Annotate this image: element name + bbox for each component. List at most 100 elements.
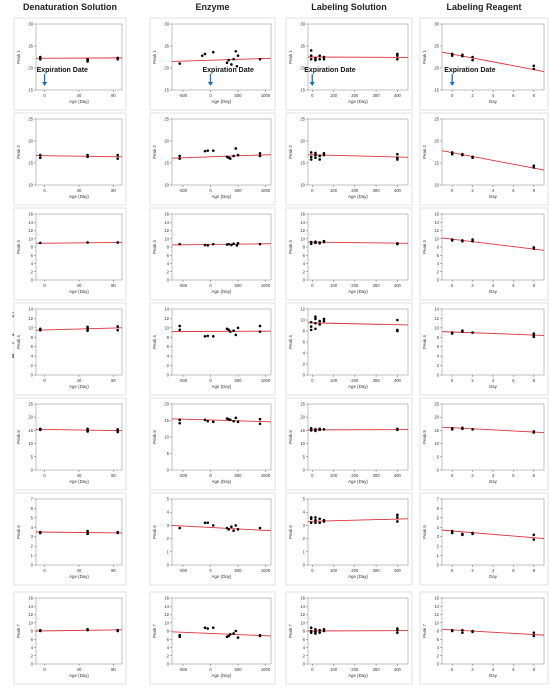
y-tick-label: 15 bbox=[434, 428, 439, 433]
data-point bbox=[258, 526, 262, 530]
subplot-peak-3-col4: 0 2 4 6 8 10 12 14 16 0 2 4 6 8 Day Peak 3 bbox=[419, 207, 549, 301]
data-point bbox=[225, 61, 229, 65]
data-point bbox=[258, 417, 262, 421]
y-tick-label: 5 bbox=[31, 515, 34, 520]
y-tick-label: 25 bbox=[434, 117, 439, 122]
x-tick-label: 40 bbox=[77, 568, 82, 573]
y-tick-label: 25 bbox=[300, 44, 305, 49]
subplot-peak-4-col4: 0 2 4 6 8 10 12 14 0 2 4 6 8 Day Peak 4 bbox=[419, 302, 549, 396]
x-tick-label: 2 bbox=[471, 667, 474, 672]
y-tick-label: 14 bbox=[300, 604, 305, 609]
y-tick-label: 15 bbox=[164, 161, 169, 166]
data-point bbox=[314, 628, 317, 631]
y-tick-label: 6 bbox=[303, 253, 306, 258]
subplot-peak-7-col3: 0 2 4 6 8 10 12 14 16 0 100 200 300 400 Age (Day) Peak … bbox=[285, 591, 413, 685]
y-tick-label: 8 bbox=[437, 245, 440, 250]
x-tick-label: 4 bbox=[492, 473, 495, 478]
data-point bbox=[461, 533, 464, 537]
data-point bbox=[211, 524, 215, 527]
x-tick-label: 0 bbox=[43, 378, 46, 383]
data-point bbox=[471, 58, 474, 62]
data-point bbox=[236, 326, 240, 330]
data-point bbox=[206, 334, 210, 338]
data-point bbox=[532, 631, 536, 634]
data-point bbox=[318, 517, 322, 521]
y-tick-label: 4 bbox=[167, 261, 170, 266]
y-tick-label: 1 bbox=[303, 549, 306, 554]
y-tick-label: 6 bbox=[31, 253, 34, 258]
x-tick-label: -500 bbox=[179, 93, 188, 98]
data-point bbox=[178, 242, 181, 246]
x-tick-label: 1000 bbox=[261, 283, 271, 288]
y-axis-label: Peak 7 bbox=[422, 624, 427, 638]
x-tick-label: 500 bbox=[235, 378, 243, 383]
y-tick-label: 12 bbox=[28, 228, 33, 233]
y-tick-label: 0 bbox=[31, 563, 34, 568]
data-point bbox=[116, 325, 119, 328]
trend-line bbox=[441, 51, 545, 72]
x-tick-label: 2 bbox=[471, 568, 474, 573]
data-point bbox=[211, 149, 215, 152]
y-tick-label: 12 bbox=[28, 612, 33, 617]
x-tick-label: 100 bbox=[330, 188, 338, 193]
data-point bbox=[532, 634, 536, 638]
data-point bbox=[236, 153, 240, 157]
x-tick-label: 0 bbox=[43, 473, 46, 478]
x-tick-label: 0 bbox=[209, 473, 212, 478]
x-tick-label: 400 bbox=[394, 568, 402, 573]
x-tick-label: 80 bbox=[111, 667, 116, 672]
expiration-arrow-head bbox=[207, 82, 214, 86]
y-tick-label: 0 bbox=[437, 373, 440, 378]
y-axis-label: Peak 6 bbox=[152, 525, 157, 539]
x-tick-label: 8 bbox=[533, 378, 536, 383]
y-tick-label: 0 bbox=[303, 373, 306, 378]
data-point bbox=[322, 57, 326, 61]
plot-area bbox=[35, 23, 123, 91]
trend-line bbox=[307, 322, 409, 326]
trend-line bbox=[35, 155, 123, 158]
data-point bbox=[532, 332, 536, 335]
y-tick-label: 6 bbox=[31, 637, 34, 642]
data-point bbox=[178, 418, 181, 422]
data-point bbox=[178, 526, 181, 530]
data-point bbox=[314, 516, 317, 519]
data-point bbox=[318, 241, 322, 245]
x-tick-label: 300 bbox=[373, 283, 381, 288]
trend-line bbox=[35, 629, 123, 632]
x-axis-label: Age (Day) bbox=[348, 289, 368, 294]
y-tick-label: 16 bbox=[434, 596, 439, 601]
data-point bbox=[39, 629, 42, 633]
y-tick-label: 25 bbox=[300, 402, 305, 407]
y-axis-label: Peak 1 bbox=[288, 50, 293, 64]
plot-area bbox=[307, 403, 409, 471]
x-tick-label: 200 bbox=[351, 667, 359, 672]
subplot-peak-4-col2: 0 2 4 6 8 10 12 14 -500 0 500 1000 Age (Day) Peak 4 bbox=[149, 302, 276, 396]
y-tick-label: 6 bbox=[303, 637, 306, 642]
data-point bbox=[86, 329, 89, 332]
y-tick-label: 14 bbox=[28, 604, 33, 609]
y-tick-label: 4 bbox=[31, 525, 34, 530]
y-tick-label: 5 bbox=[167, 451, 170, 456]
trend-line bbox=[171, 57, 272, 62]
x-tick-label: 500 bbox=[235, 188, 243, 193]
data-point bbox=[211, 420, 215, 424]
data-point bbox=[39, 156, 42, 160]
subplot-peak-5-col2: 0 5 10 15 20 -500 0 500 1000 Age (Day) Peak 5 bbox=[149, 397, 276, 491]
x-axis-label: Age (Day) bbox=[212, 574, 232, 579]
y-axis-label: Peak 4 bbox=[422, 335, 427, 349]
x-axis-label: Day bbox=[489, 574, 498, 579]
data-point bbox=[471, 532, 474, 536]
y-tick-label: 5 bbox=[31, 454, 34, 459]
data-point bbox=[314, 58, 317, 62]
data-point bbox=[178, 62, 181, 65]
data-point bbox=[322, 55, 326, 59]
x-tick-label: 400 bbox=[394, 473, 402, 478]
x-tick-label: 500 bbox=[235, 568, 243, 573]
y-tick-label: 10 bbox=[300, 183, 305, 188]
x-tick-label: 8 bbox=[533, 667, 536, 672]
x-tick-label: 6 bbox=[512, 568, 515, 573]
y-tick-label: 25 bbox=[164, 44, 169, 49]
y-tick-label: 20 bbox=[164, 402, 169, 407]
